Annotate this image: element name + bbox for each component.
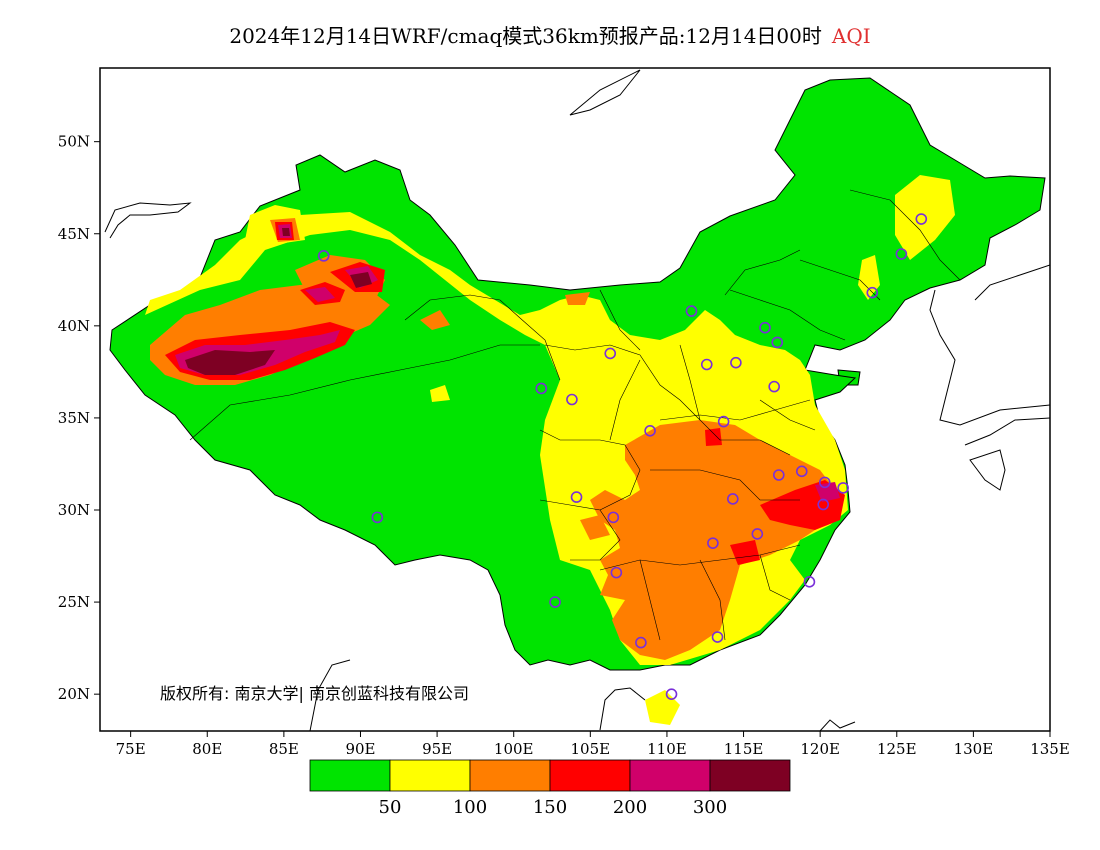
x-tick-label: 90E <box>345 740 375 758</box>
station-marker <box>317 250 330 262</box>
legend-label: 300 <box>693 797 727 818</box>
legend-swatch <box>469 759 551 792</box>
x-tick-label: 110E <box>647 740 687 758</box>
station-marker <box>717 415 730 428</box>
copyright-notice: 版权所有: 南京大学| 南京创蓝科技有限公司 <box>160 684 469 703</box>
x-tick-label: 95E <box>422 740 452 758</box>
coastlines <box>104 69 1050 731</box>
x-axis: 75E 80E 85E 90E 95E 100E 105E 110E 115E 120E 125E 1… <box>116 731 1070 758</box>
legend-swatch <box>629 759 711 792</box>
y-tick-label: 35N <box>58 409 90 427</box>
x-tick-label: 105E <box>571 740 611 758</box>
legend-swatch <box>709 759 791 792</box>
station-marker <box>759 321 771 334</box>
x-tick-label: 115E <box>724 740 764 758</box>
station-marker <box>771 336 784 349</box>
station-marker <box>635 636 647 649</box>
map-title: 2024年12月14日WRF/cmaq模式36km预报产品:12月14日00时 A… <box>0 20 1100 49</box>
x-tick-label: 75E <box>116 740 146 758</box>
x-tick-label: 100E <box>494 740 534 758</box>
station-marker <box>549 596 561 608</box>
title-main: 2024年12月14日WRF/cmaq模式36km预报产品:12月14日00时 <box>229 24 822 48</box>
y-tick-label: 20N <box>58 685 90 703</box>
aqi-legend: 50 100 150 200 300 <box>309 759 791 818</box>
station-marker <box>803 576 816 588</box>
y-axis: 50N 45N 40N 35N 30N 25N 20N <box>58 133 100 703</box>
station-marker <box>866 286 879 299</box>
station-marker <box>727 493 739 505</box>
province-boundaries <box>189 189 961 641</box>
station-marker <box>768 380 780 393</box>
x-tick-label: 80E <box>192 740 222 758</box>
x-tick-label: 85E <box>269 740 299 758</box>
y-tick-label: 30N <box>58 501 90 519</box>
aqi-maroon-areas <box>185 228 372 375</box>
station-marker <box>371 511 384 524</box>
station-marker <box>707 537 719 549</box>
station-marker <box>570 491 583 503</box>
station-marker <box>644 425 656 437</box>
legend-swatch <box>309 759 391 792</box>
station-marker <box>665 688 678 700</box>
station-marker <box>751 528 764 540</box>
station-marker <box>795 465 808 478</box>
legend-label: 200 <box>613 797 647 818</box>
station-marker <box>711 631 724 643</box>
y-tick-label: 50N <box>58 133 90 151</box>
station-marker <box>604 347 617 360</box>
station-marker <box>772 469 785 481</box>
station-marker <box>915 213 928 225</box>
station-marker <box>837 482 849 494</box>
station-marker <box>730 356 742 369</box>
station-marker <box>895 248 908 260</box>
legend-swatch <box>549 759 631 792</box>
y-tick-label: 45N <box>58 225 90 243</box>
x-tick-label: 125E <box>877 740 917 758</box>
legend-label: 50 <box>379 797 402 818</box>
y-tick-label: 40N <box>58 317 90 335</box>
station-marker <box>610 566 623 579</box>
title-variable: AQI <box>831 24 871 48</box>
station-marker <box>535 382 548 395</box>
station-markers <box>317 213 928 700</box>
station-marker <box>607 511 620 524</box>
x-tick-label: 130E <box>954 740 994 758</box>
station-marker <box>566 393 578 406</box>
legend-label: 100 <box>453 797 487 818</box>
station-marker <box>818 476 831 489</box>
station-marker <box>685 305 698 317</box>
x-tick-label: 135E <box>1030 740 1070 758</box>
legend-swatch <box>389 759 471 792</box>
station-marker <box>817 498 830 511</box>
y-tick-label: 25N <box>58 593 90 611</box>
station-marker <box>700 358 713 371</box>
x-tick-label: 120E <box>800 740 840 758</box>
legend-label: 150 <box>533 797 567 818</box>
